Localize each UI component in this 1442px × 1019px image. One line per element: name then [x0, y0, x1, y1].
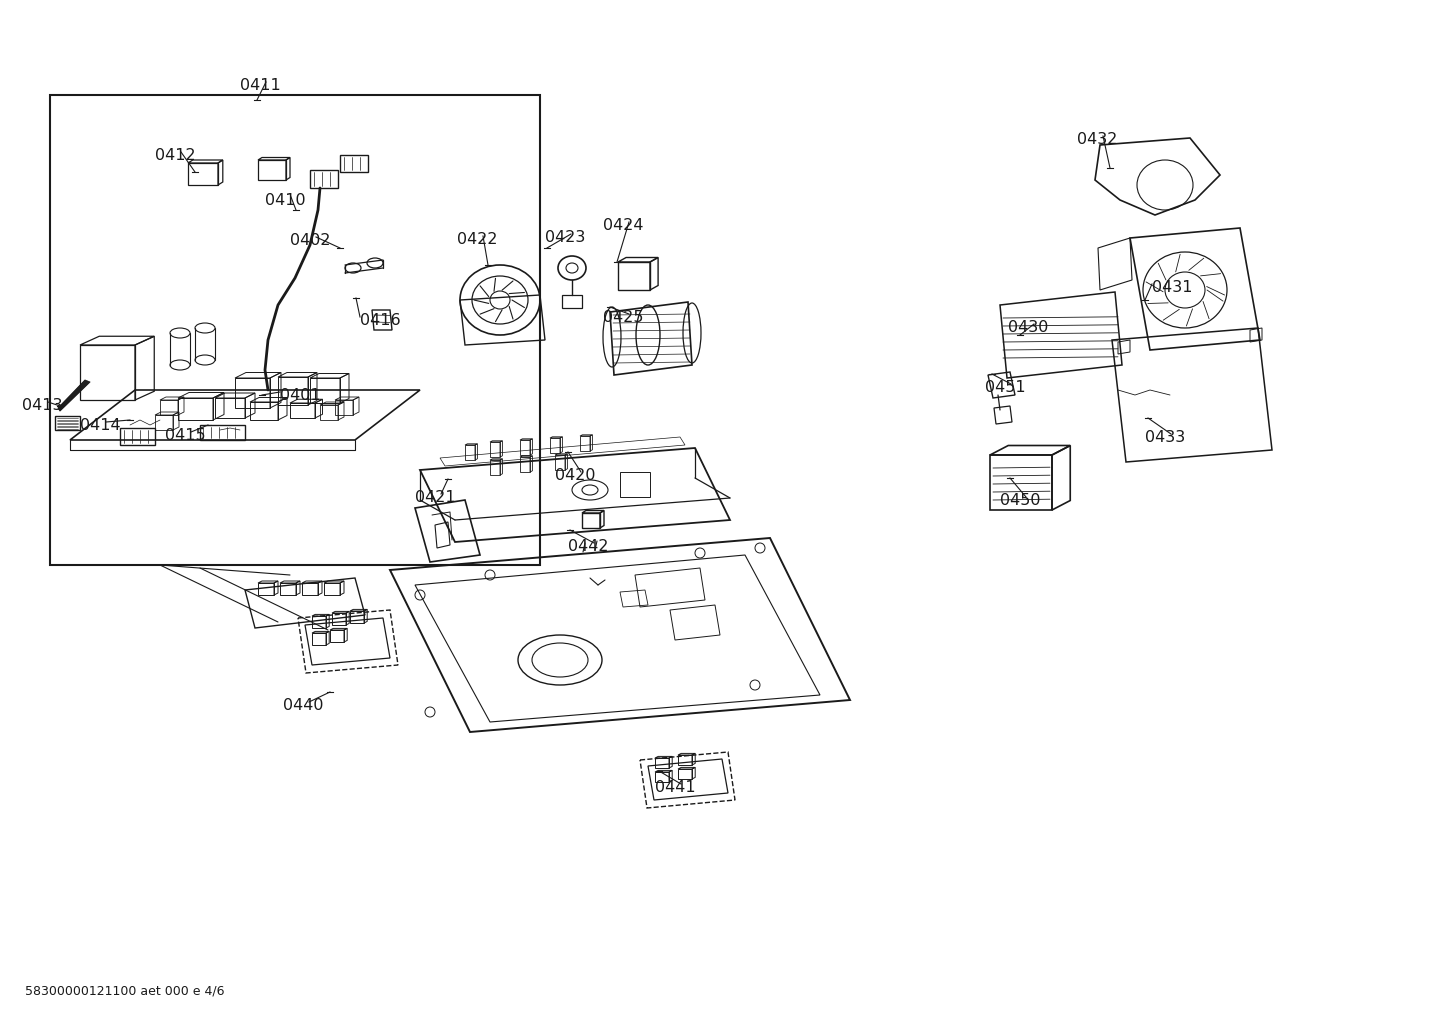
Text: 0450: 0450	[999, 493, 1041, 508]
Text: 0433: 0433	[1145, 430, 1185, 445]
Text: 0402: 0402	[290, 233, 330, 248]
Text: 0424: 0424	[603, 218, 643, 233]
Text: 0410: 0410	[265, 193, 306, 208]
Text: 0440: 0440	[283, 698, 323, 713]
Text: 0414: 0414	[79, 418, 121, 433]
Text: 0442: 0442	[568, 539, 609, 554]
Text: 0412: 0412	[154, 148, 196, 163]
Text: 0413: 0413	[22, 398, 62, 413]
Text: 0421: 0421	[415, 490, 456, 505]
Text: 0415: 0415	[164, 428, 206, 443]
Text: 0441: 0441	[655, 780, 695, 795]
Text: 58300000121100 aet 000 e 4/6: 58300000121100 aet 000 e 4/6	[25, 985, 225, 998]
Text: 0420: 0420	[555, 468, 596, 483]
Text: 0411: 0411	[239, 78, 281, 93]
Text: 0432: 0432	[1077, 132, 1118, 147]
Text: 0422: 0422	[457, 232, 497, 247]
Text: 0451: 0451	[985, 380, 1025, 395]
Text: 0423: 0423	[545, 230, 585, 245]
Text: 0430: 0430	[1008, 320, 1048, 335]
Text: 0401: 0401	[280, 388, 320, 403]
Bar	[620, 472, 650, 497]
Text: 0431: 0431	[1152, 280, 1193, 294]
Text: 0416: 0416	[360, 313, 401, 328]
Bar	[50, 95, 539, 565]
Text: 0425: 0425	[603, 310, 643, 325]
